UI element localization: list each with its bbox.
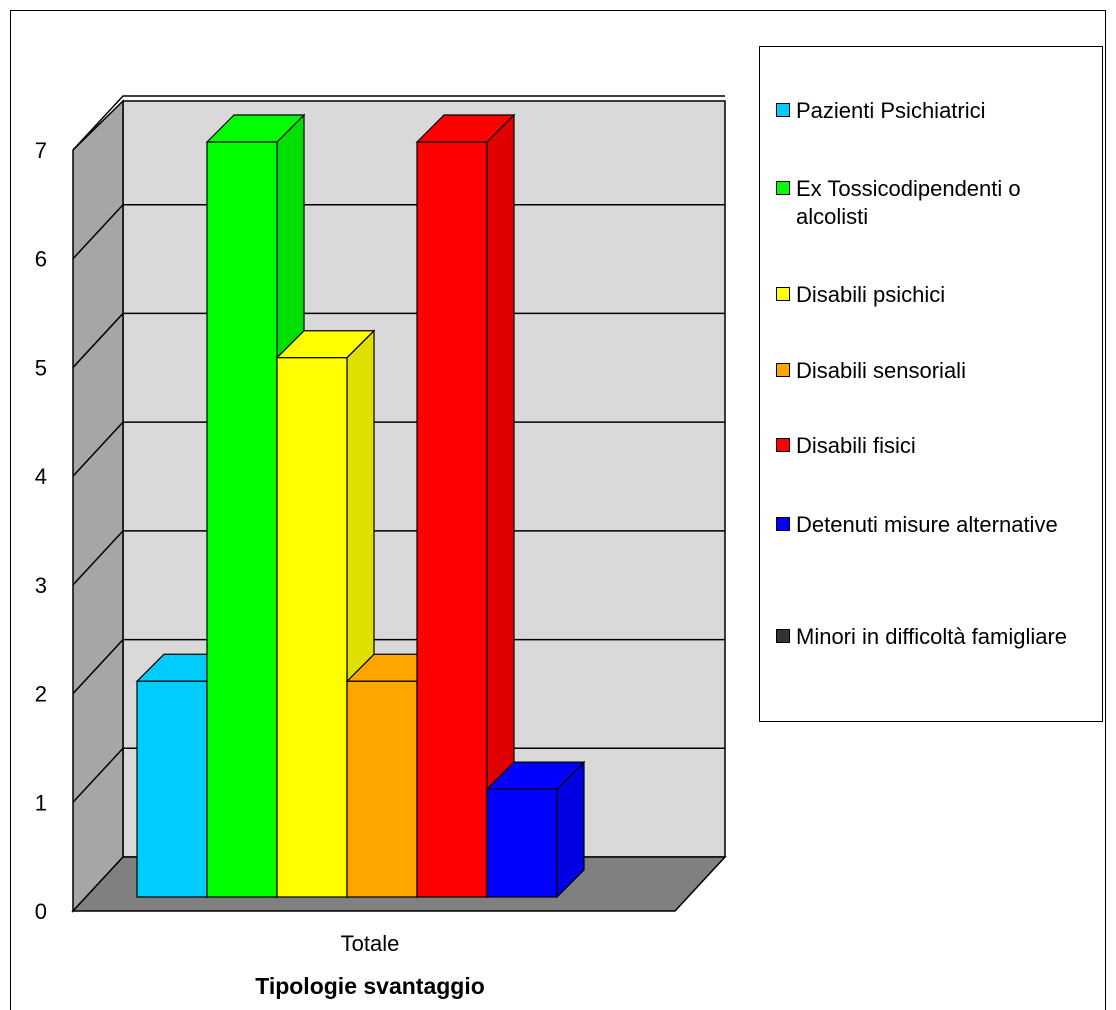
gridline	[72, 203, 725, 260]
legend-item: Detenuti misure alternative	[776, 511, 1096, 539]
y-tick-label: 4	[35, 464, 47, 489]
y-tick-label: 7	[35, 138, 47, 163]
legend-item: Disabili sensoriali	[776, 357, 1096, 385]
y-tick-label: 5	[35, 355, 47, 380]
gridlines	[72, 95, 725, 803]
legend-swatch	[776, 103, 790, 117]
legend-item: Ex Tossicodipendenti o alcolisti	[776, 175, 1096, 231]
gridline	[72, 95, 725, 151]
legend-label: Detenuti misure alternative	[796, 512, 1058, 537]
gridline	[72, 747, 725, 803]
x-axis-title: Tipologie svantaggio	[255, 973, 485, 999]
y-axis-ticks: 0 1 2 3 4 5 6 7	[35, 138, 47, 924]
bar-front	[206, 141, 278, 898]
y-tick-label: 6	[35, 247, 47, 272]
y-tick-label: 3	[35, 573, 47, 598]
legend-swatch	[776, 363, 790, 377]
bar-front	[276, 357, 348, 898]
x-tick-label: Totale	[341, 931, 400, 956]
legend-label: Disabili fisici	[796, 433, 916, 458]
legend-swatch	[776, 181, 790, 195]
y-tick-label: 1	[35, 790, 47, 815]
legend-swatch	[776, 438, 790, 452]
bar-front	[486, 788, 558, 898]
legend-label: Ex Tossicodipendenti o alcolisti	[796, 176, 1021, 229]
bars	[135, 113, 586, 899]
legend-label: Disabili psichici	[796, 282, 946, 307]
bar-front	[416, 141, 488, 898]
legend-label: Pazienti Psichiatrici	[796, 98, 986, 123]
legend-swatch	[776, 629, 790, 643]
bar-front	[346, 680, 418, 898]
legend-label: Disabili sensoriali	[796, 358, 966, 383]
bar-disabili-fisici	[415, 113, 516, 899]
bar-detenuti-misure-alternative	[485, 760, 586, 899]
legend-swatch	[776, 287, 790, 301]
bar-front	[136, 680, 208, 898]
y-tick-label: 2	[35, 682, 47, 707]
gridline	[72, 312, 725, 368]
legend-swatch	[776, 517, 790, 531]
gridline	[72, 638, 725, 695]
y-tick-label: 0	[35, 899, 47, 924]
gridline	[72, 421, 725, 477]
legend-item: Disabili psichici	[776, 281, 1096, 309]
legend-item: Minori in difficoltà famigliare	[776, 623, 1096, 651]
legend-item: Disabili fisici	[776, 432, 1096, 460]
legend-label: Minori in difficoltà famigliare	[796, 624, 1068, 649]
bar-disabili-psichici	[275, 329, 376, 899]
side-wall	[72, 99, 124, 913]
legend: Pazienti Psichiatrici Ex Tossicodipendent…	[759, 46, 1103, 722]
legend-item: Pazienti Psichiatrici	[776, 97, 1096, 125]
gridline	[72, 530, 725, 586]
